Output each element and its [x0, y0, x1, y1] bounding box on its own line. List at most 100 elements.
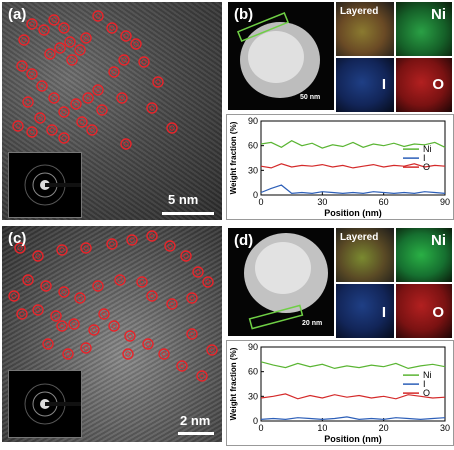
- nanocluster-marker: [122, 348, 134, 360]
- series-line-ni: [260, 140, 446, 149]
- nanocluster-marker: [120, 138, 132, 150]
- series-line-i: [260, 184, 446, 195]
- nanocluster-marker: [22, 274, 34, 286]
- nanocluster-marker-inner: [71, 321, 77, 327]
- nanocluster-marker: [66, 54, 78, 66]
- x-tick-label: 60: [379, 197, 389, 207]
- nanocluster-marker-inner: [89, 127, 95, 133]
- nanocluster-marker: [186, 292, 198, 304]
- x-tick-label: 0: [258, 423, 263, 433]
- chart-d-svg: 0 10 20 30 0 30 60 90 Position (nm) Weight fracti…: [229, 342, 450, 444]
- panel-b-scale-label: 50 nm: [300, 94, 321, 101]
- nanocluster-marker-inner: [61, 135, 67, 141]
- nanocluster-marker-inner: [123, 141, 129, 147]
- nanocluster-marker: [36, 80, 48, 92]
- nanocluster-marker-inner: [123, 33, 129, 39]
- panel-a-scale-label: 5 nm: [168, 192, 199, 207]
- x-tick-label: 90: [440, 197, 450, 207]
- nanocluster-marker: [58, 22, 70, 34]
- nanocluster-marker: [70, 98, 82, 110]
- nanocluster-marker-inner: [11, 293, 17, 299]
- map-i-label-d: I: [381, 304, 386, 321]
- nanocluster-marker-inner: [83, 345, 89, 351]
- nanocluster-marker-inner: [39, 83, 45, 89]
- nanocluster-marker: [138, 56, 150, 68]
- nanocluster-marker-inner: [29, 129, 35, 135]
- y-tick-label: 0: [253, 190, 258, 200]
- nanocluster-marker: [58, 106, 70, 118]
- nanocluster-marker: [120, 30, 132, 42]
- nanocluster-marker-inner: [155, 79, 161, 85]
- nanocluster-marker: [54, 42, 66, 54]
- nanocluster-marker-inner: [61, 289, 67, 295]
- nanocluster-marker-inner: [79, 119, 85, 125]
- nanocluster-marker-inner: [25, 99, 31, 105]
- nanocluster-marker: [42, 338, 54, 350]
- nanocluster-marker-inner: [195, 269, 201, 275]
- nanocluster-marker: [16, 308, 28, 320]
- nanocluster-marker: [146, 102, 158, 114]
- nanocluster-marker: [186, 328, 198, 340]
- panel-b-particle: [236, 12, 320, 98]
- nanocluster-marker: [62, 348, 74, 360]
- nanocluster-marker: [108, 66, 120, 78]
- nanocluster-marker-inner: [149, 105, 155, 111]
- legend-label-ni: Ni: [423, 370, 432, 380]
- panel-a-hrtem-image: (a) 5 nm: [2, 2, 222, 220]
- nanocluster-marker-inner: [61, 109, 67, 115]
- nanocluster-marker: [14, 242, 26, 254]
- panel-d-label: (d): [234, 232, 254, 249]
- nanocluster-marker: [146, 230, 158, 242]
- nanocluster-marker: [12, 120, 24, 132]
- x-tick-label: 10: [317, 423, 327, 433]
- nanocluster-marker-inner: [189, 295, 195, 301]
- map-layered-b: Layered: [336, 2, 394, 56]
- nanocluster-marker: [158, 348, 170, 360]
- nanocluster-marker: [48, 14, 60, 26]
- nanocluster-marker: [58, 286, 70, 298]
- nanocluster-marker-inner: [111, 69, 117, 75]
- x-tick-label: 20: [379, 423, 389, 433]
- nanocluster-marker: [56, 320, 68, 332]
- nanocluster-marker-inner: [101, 311, 107, 317]
- y-axis-label: Weight fraction (%): [229, 121, 238, 194]
- nanocluster-marker: [206, 344, 218, 356]
- map-layered-label-d: Layered: [340, 232, 379, 243]
- nanocluster-marker-inner: [209, 347, 215, 353]
- map-o-b: O: [396, 58, 452, 112]
- nanocluster-marker-inner: [43, 283, 49, 289]
- nanocluster-marker-inner: [51, 95, 57, 101]
- y-tick-label: 60: [248, 141, 258, 151]
- map-o-label-d: O: [432, 304, 444, 321]
- nanocluster-marker: [192, 266, 204, 278]
- nanocluster-marker: [86, 124, 98, 136]
- nanocluster-marker: [26, 126, 38, 138]
- panel-c-saed-inset: [8, 370, 82, 438]
- legend-label-i: I: [423, 153, 426, 163]
- nanocluster-marker-inner: [53, 313, 59, 319]
- panel-c-hrtem-image: (c) 2 nm: [2, 226, 222, 442]
- nanocluster-marker-inner: [59, 247, 65, 253]
- nanocluster-marker: [88, 324, 100, 336]
- y-tick-label: 60: [248, 367, 258, 377]
- nanocluster-marker: [142, 338, 154, 350]
- map-i-label-b: I: [381, 76, 386, 93]
- nanocluster-marker-inner: [95, 87, 101, 93]
- nanocluster-marker-inner: [99, 107, 105, 113]
- nanocluster-marker: [92, 84, 104, 96]
- panel-c-saed-pattern: [24, 383, 81, 425]
- nanocluster-marker-inner: [25, 277, 31, 283]
- nanocluster-marker: [126, 234, 138, 246]
- panel-b-label: (b): [234, 6, 254, 23]
- legend-label-ni: Ni: [423, 144, 432, 154]
- nanocluster-marker: [118, 54, 130, 66]
- nanocluster-marker-inner: [73, 101, 79, 107]
- nanocluster-marker: [180, 250, 192, 262]
- nanocluster-marker-inner: [119, 95, 125, 101]
- nanocluster-marker: [74, 292, 86, 304]
- nanocluster-marker-inner: [47, 51, 53, 57]
- nanocluster-marker-inner: [161, 351, 167, 357]
- nanocluster-marker: [136, 276, 148, 288]
- nanocluster-marker: [26, 18, 38, 30]
- nanocluster-marker-inner: [127, 333, 133, 339]
